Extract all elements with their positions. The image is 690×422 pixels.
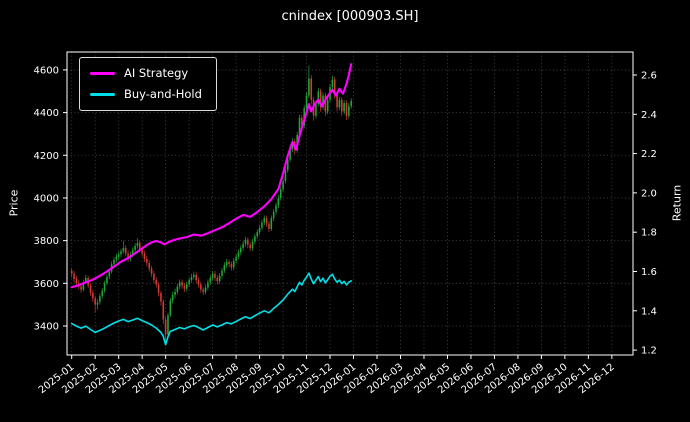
svg-text:2.6: 2.6: [641, 70, 657, 81]
svg-text:3400: 3400: [34, 321, 59, 332]
legend-item-ai-strategy: AI Strategy: [90, 66, 202, 80]
return-axis-label: Return: [670, 184, 684, 222]
svg-text:4600: 4600: [34, 65, 59, 76]
svg-text:1.4: 1.4: [641, 306, 657, 317]
svg-text:4200: 4200: [34, 151, 59, 162]
svg-text:2.2: 2.2: [641, 149, 657, 160]
svg-text:4000: 4000: [34, 193, 59, 204]
svg-text:3600: 3600: [34, 279, 59, 290]
price-axis-label: Price: [7, 189, 21, 217]
svg-text:1.6: 1.6: [641, 267, 657, 278]
svg-text:3800: 3800: [34, 236, 59, 247]
legend-label-ai-strategy: AI Strategy: [124, 66, 189, 80]
legend-label-buy-and-hold: Buy-and-Hold: [124, 87, 202, 101]
svg-text:2.0: 2.0: [641, 188, 657, 199]
legend: AI Strategy Buy-and-Hold: [79, 57, 217, 111]
ai-strategy-line-swatch: [90, 71, 115, 75]
svg-text:2.4: 2.4: [641, 110, 657, 121]
buy-and-hold-line-swatch: [90, 92, 115, 96]
legend-item-buy-and-hold: Buy-and-Hold: [90, 87, 202, 101]
svg-text:4400: 4400: [34, 108, 59, 119]
svg-text:1.2: 1.2: [641, 346, 657, 357]
svg-text:1.8: 1.8: [641, 228, 657, 239]
chart-title: cnindex [000903.SH]: [281, 9, 419, 24]
